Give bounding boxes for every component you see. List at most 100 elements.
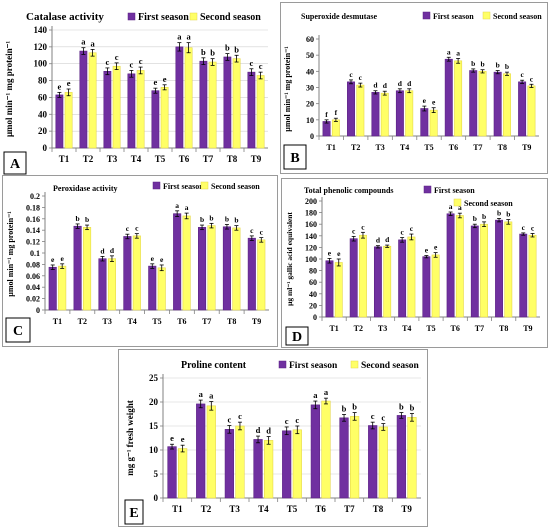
significance-letter-a: e (163, 74, 167, 84)
bar-a-second-T3 (112, 65, 121, 149)
bar-c-second-T7 (207, 225, 216, 311)
x-tick-label-d: T2 (354, 324, 363, 333)
bar-b-first-T7 (469, 70, 478, 137)
chart-title-b: Superoxide desmutase (301, 12, 378, 21)
bar-d-first-T2 (349, 238, 358, 318)
x-tick-label-b: T1 (327, 143, 336, 152)
significance-letter-c: d (110, 246, 115, 255)
x-tick-label-b: T4 (400, 143, 409, 152)
x-tick-label-d: T6 (451, 324, 460, 333)
significance-letter-d: e (434, 243, 438, 252)
bar-d-first-T1 (325, 260, 334, 318)
bar-b-second-T8 (503, 73, 511, 137)
significance-letter-a: e (67, 78, 71, 88)
significance-letter-d: a (458, 203, 462, 212)
significance-letter-b: d (383, 81, 388, 90)
bar-a-first-T9 (247, 71, 256, 149)
significance-letter-a: c (106, 57, 110, 67)
panel-label-box-d (285, 326, 309, 346)
x-tick-label-b: T3 (375, 143, 384, 152)
x-tick-label-c: T1 (53, 317, 62, 326)
bar-c-first-T4 (123, 236, 132, 311)
bar-a-second-T8 (232, 58, 241, 149)
y-tick-label-c: 0 (36, 306, 40, 315)
y-tick-label-b: 30 (306, 84, 314, 93)
bar-c-second-T9 (257, 239, 266, 311)
x-tick-label-a: T5 (155, 154, 166, 164)
significance-letter-c: b (225, 215, 229, 224)
bar-d-second-T1 (334, 262, 343, 318)
legend-label-c-second: Second season (211, 182, 260, 191)
y-axis-label-e: mg g⁻¹ fresh weight (125, 400, 135, 476)
significance-letter-d: c (361, 222, 365, 231)
bar-a-first-T7 (199, 60, 208, 149)
significance-letter-c: b (76, 214, 80, 223)
y-axis-label-a: μmol min⁻¹ mg protein⁻¹ (4, 41, 14, 137)
y-tick-label-d: 0 (313, 313, 317, 322)
x-tick-label-d: T8 (499, 324, 508, 333)
significance-letter-c: b (234, 216, 238, 225)
x-tick-label-a: T1 (59, 154, 70, 164)
bar-a-first-T5 (151, 90, 160, 149)
significance-letter-a: a (177, 32, 182, 42)
legend-swatch-a-first (127, 12, 136, 21)
bar-c-second-T2 (83, 227, 92, 311)
x-tick-label-c: T2 (78, 317, 87, 326)
bar-e-first-T7 (339, 417, 349, 499)
bar-d-second-T5 (431, 254, 440, 318)
significance-letter-d: b (482, 212, 486, 221)
x-tick-label-c: T7 (202, 317, 211, 326)
significance-letter-e: a (324, 387, 329, 397)
legend-label-e-first: First season (289, 361, 338, 371)
bar-b-second-T4 (405, 90, 414, 137)
x-tick-label-b: T8 (498, 143, 507, 152)
significance-letter-b: b (505, 62, 509, 71)
significance-letter-b: c (349, 70, 353, 79)
significance-letter-a: a (186, 32, 191, 42)
significance-letter-d: c (352, 226, 356, 235)
x-tick-label-c: T3 (103, 317, 112, 326)
significance-letter-e: c (371, 411, 375, 421)
significance-letter-d: c (410, 224, 414, 233)
bar-d-second-T7 (480, 223, 489, 318)
significance-letter-a: e (154, 77, 158, 87)
significance-letter-d: e (337, 249, 341, 258)
bar-a-first-T2 (79, 50, 88, 149)
x-tick-label-d: T7 (475, 324, 484, 333)
bar-c-second-T8 (232, 227, 241, 311)
bar-b-first-T8 (493, 71, 502, 137)
significance-letter-a: b (225, 43, 230, 53)
significance-letter-e: c (227, 415, 231, 425)
significance-letter-c: e (61, 254, 65, 263)
x-tick-label-c: T4 (127, 317, 136, 326)
significance-letter-c: e (51, 255, 55, 264)
bar-e-second-T4 (264, 440, 274, 499)
legend-swatch-e-first (278, 360, 287, 369)
y-tick-label-d: 40 (309, 290, 317, 299)
bar-c-second-T1 (58, 265, 67, 311)
x-tick-label-e: T1 (172, 504, 183, 514)
significance-letter-e: d (266, 426, 271, 436)
bar-c-first-T9 (247, 237, 256, 311)
bar-b-first-T6 (444, 58, 453, 137)
x-tick-label-d: T4 (402, 324, 411, 333)
bar-c-second-T3 (107, 258, 116, 311)
x-tick-label-b: T9 (522, 143, 531, 152)
significance-letter-d: d (376, 236, 381, 245)
y-tick-label-c: 0.18 (26, 203, 40, 212)
bar-b-first-T2 (347, 81, 355, 137)
bar-b-second-T6 (454, 60, 463, 137)
panel-label-d: D (292, 330, 302, 345)
significance-letter-a: c (250, 58, 254, 68)
y-tick-label-a: 80 (38, 76, 48, 86)
chart-title-d: Total phenolic compounds (304, 186, 394, 195)
y-tick-label-c: 0.14 (26, 226, 40, 235)
legend-swatch-c-first (152, 181, 161, 190)
bar-b-first-T9 (518, 81, 527, 137)
bar-e-second-T9 (407, 417, 417, 499)
panel-label-box-a (3, 151, 27, 175)
legend-label-b-first: First season (433, 12, 474, 21)
significance-letter-d: b (473, 214, 477, 223)
bar-d-second-T6 (455, 215, 464, 318)
